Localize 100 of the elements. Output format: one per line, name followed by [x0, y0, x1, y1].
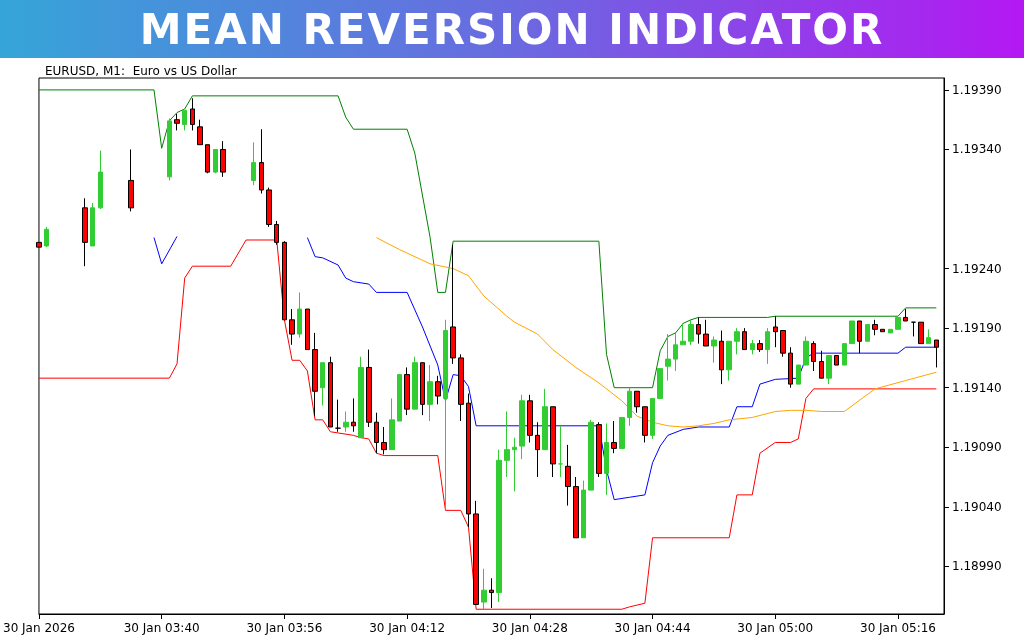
y-tick-label: 1.18990 — [952, 559, 1002, 574]
candlestick — [834, 355, 839, 366]
candlestick — [343, 411, 349, 433]
x-tick-label: 30 Jan 04:44 — [614, 621, 691, 635]
candlestick — [389, 397, 395, 451]
candlestick — [719, 330, 724, 385]
candlestick — [397, 374, 402, 422]
candlestick — [819, 350, 824, 379]
candlestick — [842, 343, 847, 366]
candlestick — [734, 327, 740, 355]
candlestick — [320, 362, 325, 407]
candlestick — [803, 335, 809, 366]
chart-subtitle: EURUSD, M1: Euro vs US Dollar — [45, 64, 237, 78]
candlestick — [289, 308, 295, 346]
x-tick-label: 30 Jan 04:28 — [491, 621, 568, 635]
candlestick — [420, 362, 425, 416]
candlestick — [581, 480, 586, 539]
candlestick — [519, 394, 525, 460]
candlestick — [673, 332, 678, 372]
candlestick — [473, 500, 479, 605]
candlestick — [213, 148, 218, 174]
candlestick — [535, 421, 540, 478]
chart-title: MEAN REVERSION INDICATOR — [0, 0, 1024, 58]
candlestick — [926, 328, 931, 345]
line-series — [375, 237, 937, 428]
x-tick-label: 30 Jan 03:56 — [246, 621, 323, 635]
candlestick — [412, 356, 418, 410]
candlestick — [773, 315, 778, 348]
candlestick — [128, 148, 134, 212]
candlestick — [205, 144, 210, 174]
candlestick — [358, 356, 364, 439]
y-tick-label: 1.19390 — [952, 82, 1002, 97]
candlestick — [427, 364, 433, 422]
line-series — [38, 89, 937, 389]
candlestick — [726, 340, 732, 382]
candlestick — [918, 321, 924, 345]
candlestick — [688, 319, 694, 346]
candlestick — [82, 197, 88, 267]
candlestick — [496, 449, 502, 603]
candlestick — [680, 322, 686, 346]
x-tick-label: 30 Jan 05:16 — [859, 621, 936, 635]
candlestick — [826, 355, 832, 385]
candlestick — [604, 422, 609, 496]
candlestick — [888, 328, 893, 334]
candlestick — [335, 399, 341, 433]
candlestick — [351, 397, 356, 433]
candlestick — [259, 128, 264, 195]
y-tick-label: 1.19190 — [952, 321, 1002, 336]
candlestick — [458, 353, 464, 422]
candlestick — [366, 349, 372, 428]
candlestick — [312, 332, 318, 417]
candlestick — [934, 339, 939, 368]
candlestick — [596, 421, 602, 478]
candlestick — [305, 308, 310, 351]
candlestick — [167, 118, 172, 181]
x-tick-label: 30 Jan 2026 — [3, 621, 75, 635]
candlestick — [44, 226, 49, 248]
x-tick-label: 30 Jan 03:40 — [123, 621, 200, 635]
candlestick — [849, 320, 855, 345]
candlestick — [435, 375, 441, 405]
candlestick — [443, 319, 448, 510]
candlestick — [190, 97, 195, 131]
x-tick-label: 30 Jan 04:12 — [369, 621, 446, 635]
candlestick — [174, 113, 180, 131]
candlestick — [550, 406, 556, 478]
candlestick — [481, 568, 487, 610]
candlestick — [565, 444, 571, 507]
candlestick — [750, 339, 755, 355]
candlestick — [619, 416, 625, 449]
candlestick — [788, 346, 793, 389]
candlestick — [220, 140, 226, 178]
candlestick — [297, 291, 302, 339]
candlestick — [611, 420, 617, 454]
candlestick — [197, 119, 203, 146]
candlestick — [742, 327, 747, 351]
candlestick — [642, 406, 648, 443]
candlestick — [911, 321, 916, 337]
candlestick — [450, 244, 456, 365]
candlestick — [657, 368, 663, 399]
candlestick — [757, 339, 763, 353]
candlestick — [90, 202, 95, 247]
candlestick — [573, 476, 579, 539]
candlestick — [895, 316, 901, 330]
candlestick — [466, 393, 471, 528]
candlestick — [696, 316, 701, 345]
y-tick-label: 1.19340 — [952, 142, 1002, 157]
candlestick — [780, 330, 786, 358]
candlestick — [504, 411, 510, 478]
candlestick — [328, 356, 333, 428]
candlestick — [182, 109, 187, 131]
candlestick — [765, 327, 770, 365]
candlestick — [872, 319, 878, 336]
candlestick — [665, 333, 671, 382]
candlestick — [627, 387, 632, 427]
candlestick — [512, 437, 517, 492]
y-tick-label: 1.19140 — [952, 380, 1002, 395]
candlestick — [98, 150, 103, 210]
candlestick — [811, 340, 816, 372]
candlestick — [558, 425, 563, 478]
candlestick — [711, 335, 717, 364]
